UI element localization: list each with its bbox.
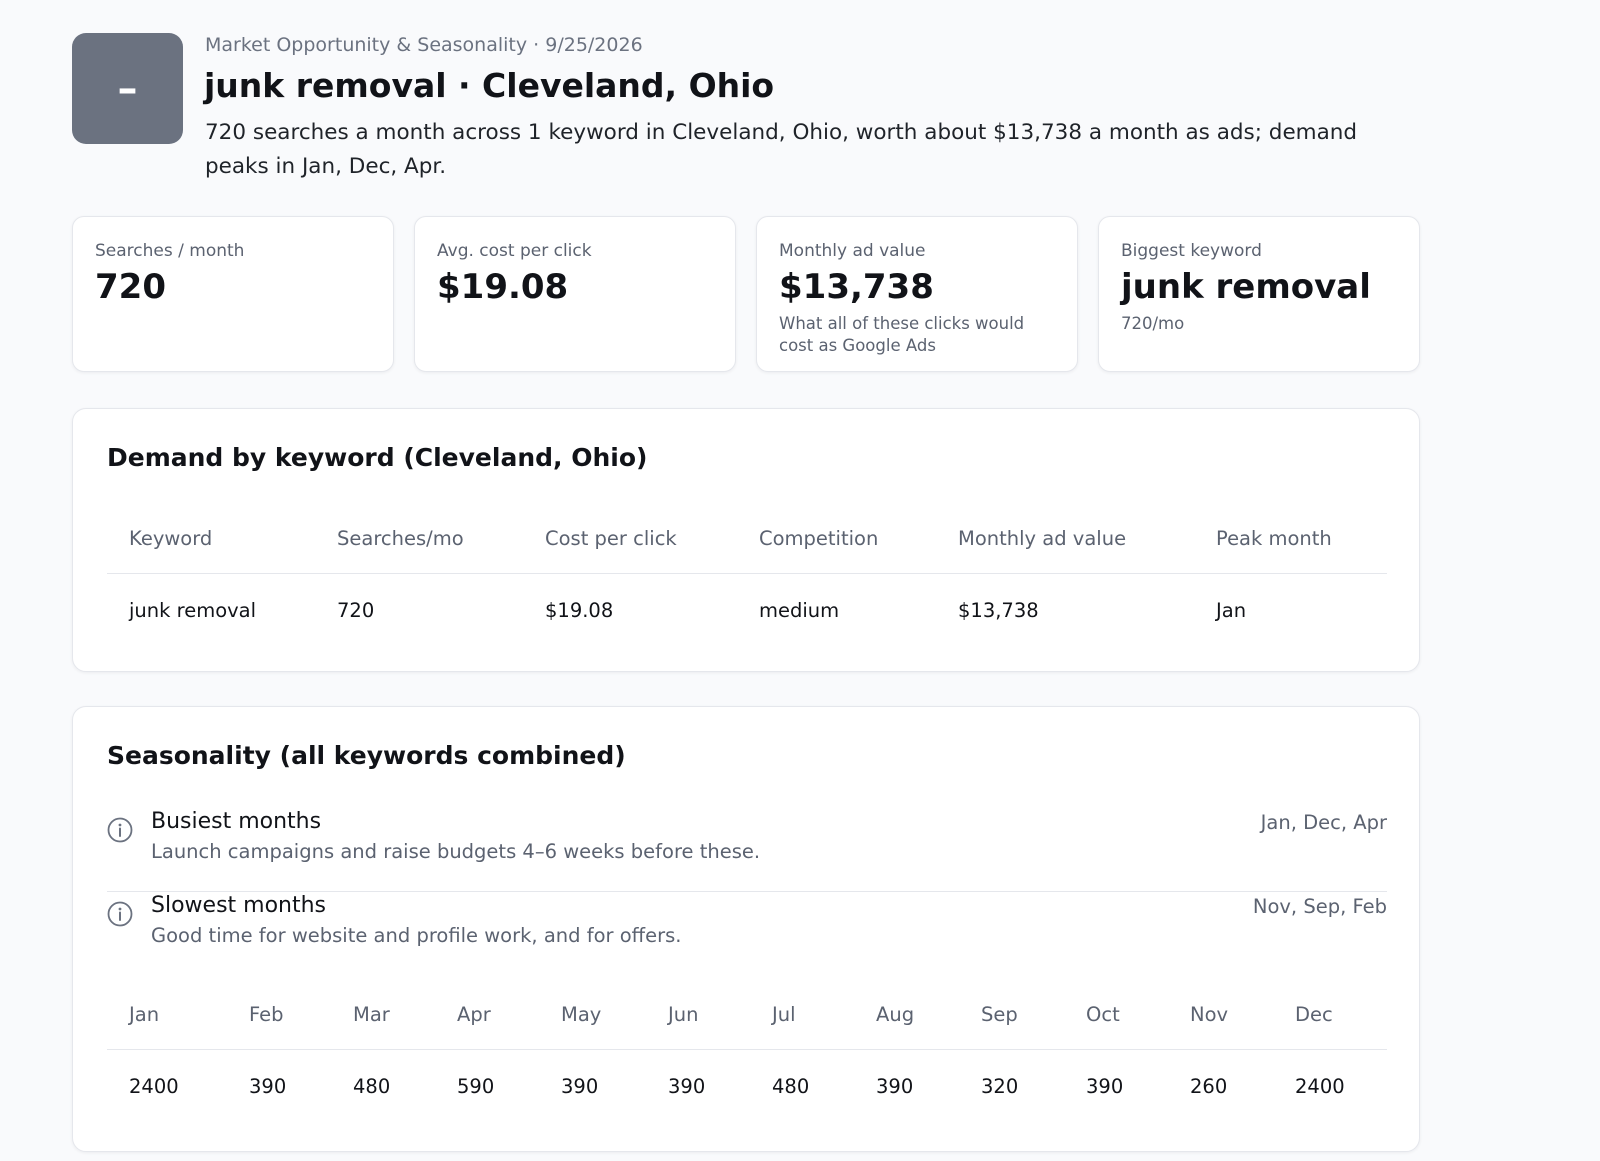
month-value: 2400 [1295,1074,1345,1098]
stat-label: Monthly ad value [779,241,926,261]
busiest-months-row: Busiest months Launch campaigns and rais… [107,807,1387,892]
month-value: 390 [561,1074,599,1098]
competition-cell: medium [759,598,840,622]
keyword-demand-card: Demand by keyword (Cleveland, Ohio) Keyw… [72,408,1420,672]
stat-card-cpc: Avg. cost per click $19.08 [414,216,736,372]
column-header: Competition [737,503,936,574]
month-header: Mar [331,979,435,1050]
column-header: Monthly ad value [936,503,1194,574]
info-icon [107,901,133,927]
month-value: 480 [353,1074,391,1098]
month-value: 390 [668,1074,706,1098]
column-header: Cost per click [523,503,737,574]
keyword-table: Keyword Searches/mo Cost per click Compe… [107,503,1387,646]
stat-value: 720 [95,267,166,307]
monthly-searches-table: Jan Feb Mar Apr May Jun Jul Aug Sep Oct … [107,979,1387,1122]
month-header: Feb [227,979,331,1050]
stat-value: junk removal [1121,267,1371,307]
month-value: 390 [1086,1074,1124,1098]
month-value: 2400 [129,1074,179,1098]
report-logo: – [72,33,183,144]
column-header: Keyword [107,503,315,574]
stat-label: Searches / month [95,241,245,261]
stat-sub: 720/mo [1121,314,1185,333]
slowest-months-row: Slowest months Good time for website and… [107,891,1387,975]
month-header: Jan [107,979,227,1050]
column-header: Peak month [1194,503,1387,574]
cpc-cell: $19.08 [545,598,614,622]
month-value: 480 [772,1074,810,1098]
slowest-months-title: Slowest months [151,893,327,918]
stat-card-biggest-keyword: Biggest keyword junk removal 720/mo [1098,216,1420,372]
column-header: Searches/mo [315,503,523,574]
table-row: junk removal 720 $19.08 medium $13,738 J… [107,574,1387,647]
month-value: 590 [457,1074,495,1098]
peak-month-cell: Jan [1216,598,1247,622]
slowest-months-list: Nov, Sep, Feb [1252,895,1387,918]
report-eyebrow: Market Opportunity & Seasonality · 9/25/… [205,34,643,56]
month-header: Dec [1273,979,1387,1050]
stat-value: $13,738 [779,267,934,307]
stat-label: Avg. cost per click [437,241,592,261]
stat-sub: What all of these clicks would cost as G… [779,314,1025,355]
table-header-row: Jan Feb Mar Apr May Jun Jul Aug Sep Oct … [107,979,1387,1050]
stat-label: Biggest keyword [1121,241,1262,261]
month-header: May [539,979,646,1050]
keyword-demand-title: Demand by keyword (Cleveland, Ohio) [107,443,648,472]
stat-value: $19.08 [437,267,569,307]
month-header: Apr [435,979,539,1050]
slowest-months-desc: Good time for website and profile work, … [151,924,682,947]
busiest-months-title: Busiest months [151,809,322,834]
month-value: 390 [249,1074,287,1098]
month-value: 320 [981,1074,1019,1098]
info-icon [107,817,133,843]
busiest-months-list: Jan, Dec, Apr [1260,811,1387,834]
keyword-cell: junk removal [129,598,257,622]
report-summary: 720 searches a month across 1 keyword in… [205,120,1358,179]
ad-value-cell: $13,738 [958,598,1039,622]
table-header-row: Keyword Searches/mo Cost per click Compe… [107,503,1387,574]
busiest-months-desc: Launch campaigns and raise budgets 4–6 w… [151,840,761,863]
month-header: Jul [750,979,854,1050]
month-value: 390 [876,1074,914,1098]
month-header: Sep [959,979,1064,1050]
seasonality-card: Seasonality (all keywords combined) Busi… [72,706,1420,1152]
seasonality-title: Seasonality (all keywords combined) [107,741,626,770]
month-header: Jun [646,979,750,1050]
month-header: Oct [1064,979,1168,1050]
month-header: Nov [1168,979,1273,1050]
stat-card-ad-value: Monthly ad value $13,738 What all of the… [756,216,1078,372]
searches-cell: 720 [337,598,375,622]
month-value: 260 [1190,1074,1228,1098]
table-row: 2400 390 480 590 390 390 480 390 320 390… [107,1050,1387,1123]
stat-card-searches: Searches / month 720 [72,216,394,372]
month-header: Aug [854,979,959,1050]
page-title: junk removal · Cleveland, Ohio [204,66,775,105]
